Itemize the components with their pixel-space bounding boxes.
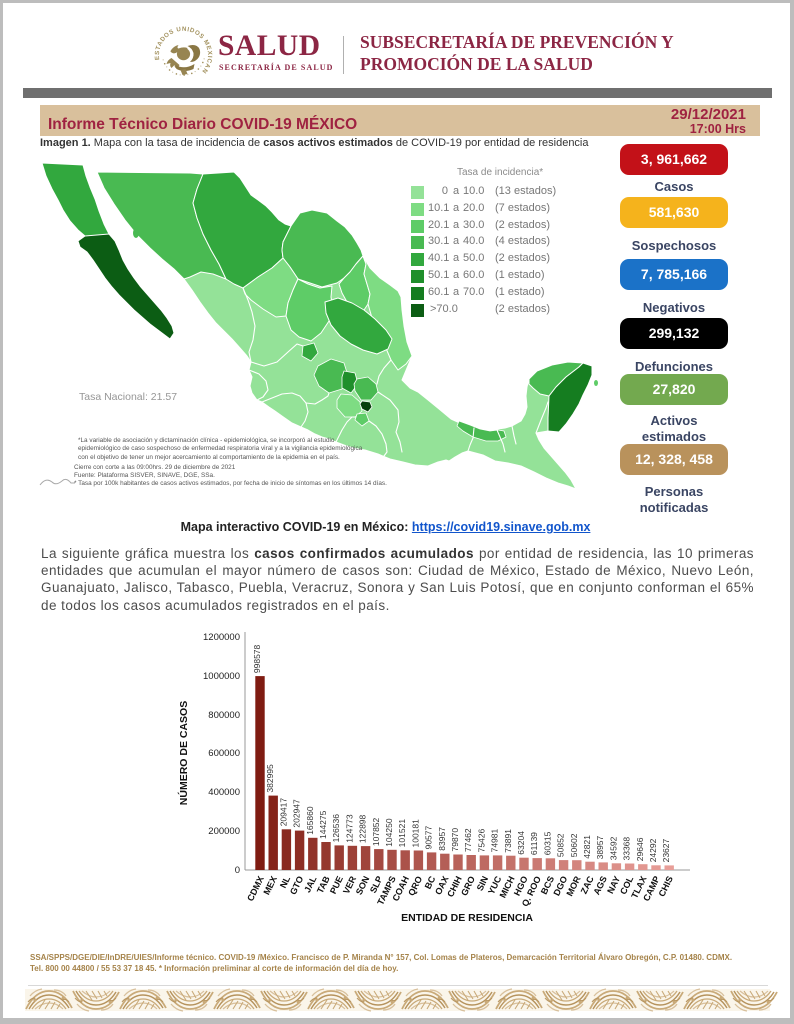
svg-text:144275: 144275	[318, 810, 328, 839]
svg-text:1200000: 1200000	[203, 632, 240, 643]
svg-text:1000000: 1000000	[203, 671, 240, 682]
svg-text:73891: 73891	[503, 829, 513, 853]
svg-text:63204: 63204	[516, 831, 526, 855]
svg-text:165860: 165860	[305, 806, 315, 835]
svg-text:42821: 42821	[582, 835, 592, 859]
svg-text:400000: 400000	[208, 787, 240, 798]
svg-text:104250: 104250	[384, 818, 394, 847]
svg-text:209417: 209417	[278, 798, 288, 827]
svg-text:90577: 90577	[424, 825, 434, 849]
svg-text:0: 0	[235, 865, 240, 876]
svg-text:61139: 61139	[529, 832, 539, 855]
svg-text:126536: 126536	[331, 814, 341, 843]
svg-text:50852: 50852	[556, 833, 566, 857]
svg-text:77462: 77462	[463, 828, 473, 852]
svg-text:60315: 60315	[542, 831, 552, 855]
svg-text:ENTIDAD DE RESIDENCIA: ENTIDAD DE RESIDENCIA	[401, 912, 533, 924]
svg-text:NÚMERO DE CASOS: NÚMERO DE CASOS	[177, 701, 190, 805]
svg-text:107852: 107852	[371, 817, 381, 846]
svg-text:SON: SON	[354, 874, 372, 896]
svg-text:122898: 122898	[358, 814, 368, 843]
svg-text:AGS: AGS	[591, 874, 609, 896]
svg-text:24292: 24292	[648, 838, 658, 862]
svg-text:GTO: GTO	[288, 874, 305, 896]
svg-text:MEX: MEX	[261, 874, 279, 896]
svg-text:33368: 33368	[622, 837, 632, 861]
svg-text:202947: 202947	[292, 799, 302, 828]
svg-text:83957: 83957	[437, 827, 447, 851]
svg-text:38957: 38957	[595, 835, 605, 859]
svg-text:23627: 23627	[661, 838, 671, 862]
svg-text:800000: 800000	[208, 710, 240, 721]
svg-text:34592: 34592	[608, 836, 618, 860]
svg-text:50602: 50602	[569, 833, 579, 857]
svg-text:MOR: MOR	[564, 874, 582, 898]
svg-text:29646: 29646	[635, 837, 645, 861]
svg-text:100181: 100181	[410, 819, 420, 848]
svg-text:74981: 74981	[490, 828, 500, 852]
svg-text:NL: NL	[278, 874, 292, 890]
svg-text:124773: 124773	[344, 814, 354, 843]
svg-text:382995: 382995	[265, 764, 275, 793]
svg-text:ESTADOS UNIDOS MEXICANOS: ESTADOS UNIDOS MEXICANOS	[0, 0, 213, 75]
svg-text:79870: 79870	[450, 828, 460, 852]
svg-text:200000: 200000	[208, 826, 240, 837]
svg-text:600000: 600000	[208, 748, 240, 759]
svg-text:75426: 75426	[476, 828, 486, 852]
svg-text:101521: 101521	[397, 819, 407, 848]
svg-text:998578: 998578	[252, 644, 262, 673]
